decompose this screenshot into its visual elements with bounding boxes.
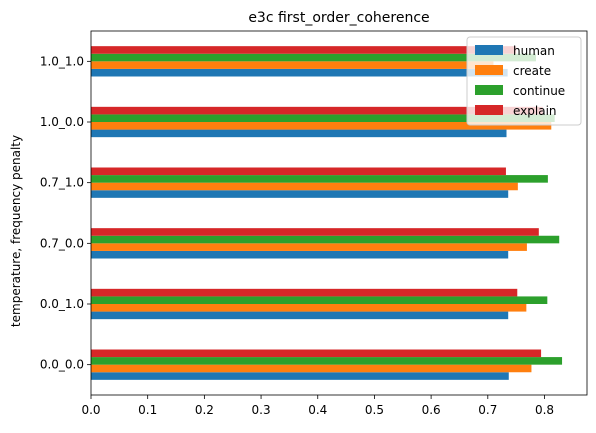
bar-human-1.0_0.0 bbox=[91, 129, 507, 138]
legend-label-create: create bbox=[513, 64, 551, 78]
legend: human create continue explain bbox=[466, 36, 582, 126]
bar-create-1.0_1.0 bbox=[91, 61, 494, 69]
bar-human-1.0_1.0 bbox=[91, 68, 508, 77]
bar-explain-0.7_0.0 bbox=[91, 228, 539, 236]
legend-swatch-continue bbox=[475, 85, 503, 95]
bar-human-0.7_1.0 bbox=[91, 190, 509, 198]
legend-swatch-explain bbox=[475, 105, 503, 115]
bar-explain-0.0_1.0 bbox=[91, 288, 518, 297]
y-axis-label: temperature, frequency penalty bbox=[9, 135, 23, 327]
x-tick-label: 0.5 bbox=[365, 403, 384, 417]
chart-title: e3c first_order_coherence bbox=[248, 10, 429, 26]
legend-box bbox=[466, 36, 582, 126]
bar-explain-0.0_0.0 bbox=[91, 349, 542, 358]
x-tick-label: 0.2 bbox=[195, 403, 214, 417]
legend-label-explain: explain bbox=[513, 104, 557, 118]
x-tick-label: 0.1 bbox=[138, 403, 157, 417]
legend-swatch-human bbox=[475, 45, 503, 55]
x-tick-label: 0.4 bbox=[308, 403, 327, 417]
bar-continue-1.0_0.0 bbox=[91, 114, 555, 122]
y-tick-label: 0.7_0.0 bbox=[40, 236, 84, 250]
bar-continue-0.0_1.0 bbox=[91, 296, 548, 304]
x-tick-label: 0.6 bbox=[422, 403, 441, 417]
bar-human-0.7_0.0 bbox=[91, 250, 509, 259]
bar-create-0.7_1.0 bbox=[91, 182, 518, 191]
bar-human-0.0_0.0 bbox=[91, 372, 509, 380]
legend-label-human: human bbox=[513, 44, 555, 58]
x-tick-label: 0.0 bbox=[81, 403, 100, 417]
bar-create-1.0_0.0 bbox=[91, 122, 552, 130]
x-tick-label: 0.7 bbox=[478, 403, 497, 417]
bar-explain-0.7_1.0 bbox=[91, 167, 506, 176]
y-tick-label: 1.0_0.0 bbox=[40, 115, 84, 129]
bar-continue-0.7_1.0 bbox=[91, 175, 548, 183]
y-tick-label: 0.0_1.0 bbox=[40, 297, 84, 311]
y-axis: 0.0_0.0 0.0_1.0 0.7_0.0 0.7_1.0 1.0_0.0 1.0_1… bbox=[40, 54, 91, 372]
y-tick-label: 1.0_1.0 bbox=[40, 54, 84, 68]
y-tick-label: 0.0_0.0 bbox=[40, 358, 84, 372]
bar-create-0.0_0.0 bbox=[91, 364, 532, 373]
bar-human-0.0_1.0 bbox=[91, 311, 509, 320]
bars-group bbox=[91, 46, 563, 380]
bar-create-0.0_1.0 bbox=[91, 304, 527, 312]
bar-continue-1.0_1.0 bbox=[91, 53, 536, 62]
bar-explain-1.0_1.0 bbox=[91, 46, 517, 54]
x-axis: 0.0 0.1 0.2 0.3 0.4 0.5 0.6 0.7 0.8 bbox=[81, 395, 554, 417]
bar-explain-1.0_0.0 bbox=[91, 106, 543, 115]
x-tick-label: 0.3 bbox=[252, 403, 271, 417]
bar-continue-0.7_0.0 bbox=[91, 235, 560, 244]
x-tick-label: 0.8 bbox=[535, 403, 554, 417]
bar-continue-0.0_0.0 bbox=[91, 357, 563, 365]
legend-label-continue: continue bbox=[513, 84, 565, 98]
y-tick-label: 0.7_1.0 bbox=[40, 176, 84, 190]
legend-swatch-create bbox=[475, 65, 503, 75]
bar-create-0.7_0.0 bbox=[91, 243, 527, 251]
plot-frame bbox=[90, 30, 588, 396]
